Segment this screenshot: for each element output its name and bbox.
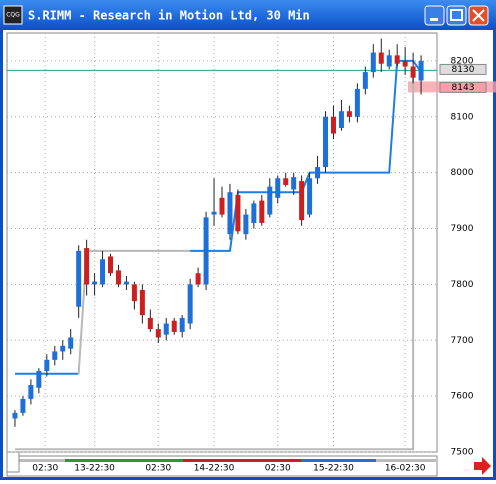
x-tick-label: 15-22:30: [313, 464, 354, 474]
candle-body: [227, 192, 233, 235]
candle-body: [20, 398, 26, 413]
window-title: S.RIMM - Research in Motion Ltd, 30 Min: [28, 9, 310, 23]
candle-body: [139, 289, 145, 316]
x-tick-label: 02:30: [32, 464, 58, 474]
candle-body: [307, 178, 313, 215]
candle-body: [187, 284, 193, 324]
candle-body: [291, 177, 297, 190]
candle-body: [243, 214, 249, 235]
candle-body: [362, 72, 368, 89]
candle-body: [330, 116, 336, 134]
price-label-box: [439, 63, 487, 75]
candle-body: [52, 351, 58, 360]
x-tick-label: 16-02:30: [385, 464, 426, 474]
app-icon: [3, 5, 23, 25]
candle-body: [163, 323, 169, 335]
candle-body: [354, 88, 360, 117]
session-strip: [65, 459, 183, 462]
candle-body: [155, 329, 161, 338]
y-tick-label: 7500: [451, 448, 474, 458]
session-strip: [8, 459, 65, 462]
candle-body: [346, 111, 352, 117]
maximize-button[interactable]: [446, 5, 467, 26]
candle-body: [28, 384, 34, 399]
candle-body: [386, 55, 392, 67]
y-tick-label: 8000: [451, 168, 474, 178]
candle-body: [12, 412, 18, 419]
candle-body: [44, 359, 50, 371]
candle-body: [267, 186, 273, 215]
candle-body: [84, 248, 90, 285]
scroll-right-arrow[interactable]: [474, 457, 491, 475]
candle-body: [171, 320, 177, 332]
candle-body: [370, 52, 376, 73]
candle-body: [402, 60, 408, 67]
candle-body: [235, 195, 241, 232]
price-label: 8130: [452, 65, 475, 75]
candle-body: [251, 203, 257, 223]
candle-body: [211, 211, 217, 215]
candle-body: [378, 52, 384, 64]
session-strip: [183, 459, 301, 462]
candle-body: [147, 317, 153, 330]
app-icon-text: CQG: [6, 12, 20, 19]
candle-body: [259, 200, 265, 223]
y-tick-label: 7900: [451, 224, 474, 234]
y-tick-label: 7700: [451, 336, 474, 346]
session-strip: [301, 459, 376, 462]
candle-body: [195, 273, 201, 285]
candle-body: [100, 259, 106, 285]
candle-body: [275, 178, 281, 198]
scroll-box[interactable]: [6, 451, 20, 473]
candle-body: [60, 345, 66, 352]
candle-body: [179, 317, 185, 332]
candle-body: [299, 181, 305, 221]
candle-body: [92, 281, 98, 285]
candle-body: [203, 217, 209, 285]
minimize-button[interactable]: [424, 5, 445, 26]
x-tick-label: 02:30: [145, 464, 171, 474]
candle-body: [410, 66, 416, 78]
title-bar: [0, 0, 496, 30]
candle-body: [323, 116, 329, 168]
price-label: 8143: [452, 83, 475, 93]
price-label-box: [439, 81, 487, 93]
candle-body: [108, 256, 114, 274]
x-tick-label: 14-22:30: [194, 464, 235, 474]
y-tick-label: 7600: [451, 392, 474, 402]
candle-body: [131, 284, 137, 302]
x-tick-label: 02:30: [265, 464, 291, 474]
y-tick-label: 7800: [451, 280, 474, 290]
indicator-line: [14, 72, 415, 451]
candle-body: [76, 250, 82, 307]
candle-body: [36, 370, 42, 388]
y-tick-label: 8200: [451, 56, 474, 66]
candle-body: [123, 281, 129, 285]
candle-body: [283, 178, 289, 185]
candle-body: [338, 111, 344, 128]
plot: 7500 7600 7700 7800 7900 8000 8100 8200 02:30 13-…: [7, 33, 496, 474]
plot-area: [6, 32, 438, 453]
candle-body: [68, 337, 74, 349]
candle-body: [115, 270, 121, 285]
session-strip: [376, 459, 436, 462]
close-button[interactable]: [468, 5, 489, 26]
candle-body: [315, 167, 321, 179]
candle-body: [394, 55, 400, 64]
candle-body: [219, 197, 225, 215]
y-tick-label: 8100: [451, 112, 474, 122]
x-tick-label: 13-22:30: [74, 464, 115, 474]
candle-body: [418, 60, 424, 81]
